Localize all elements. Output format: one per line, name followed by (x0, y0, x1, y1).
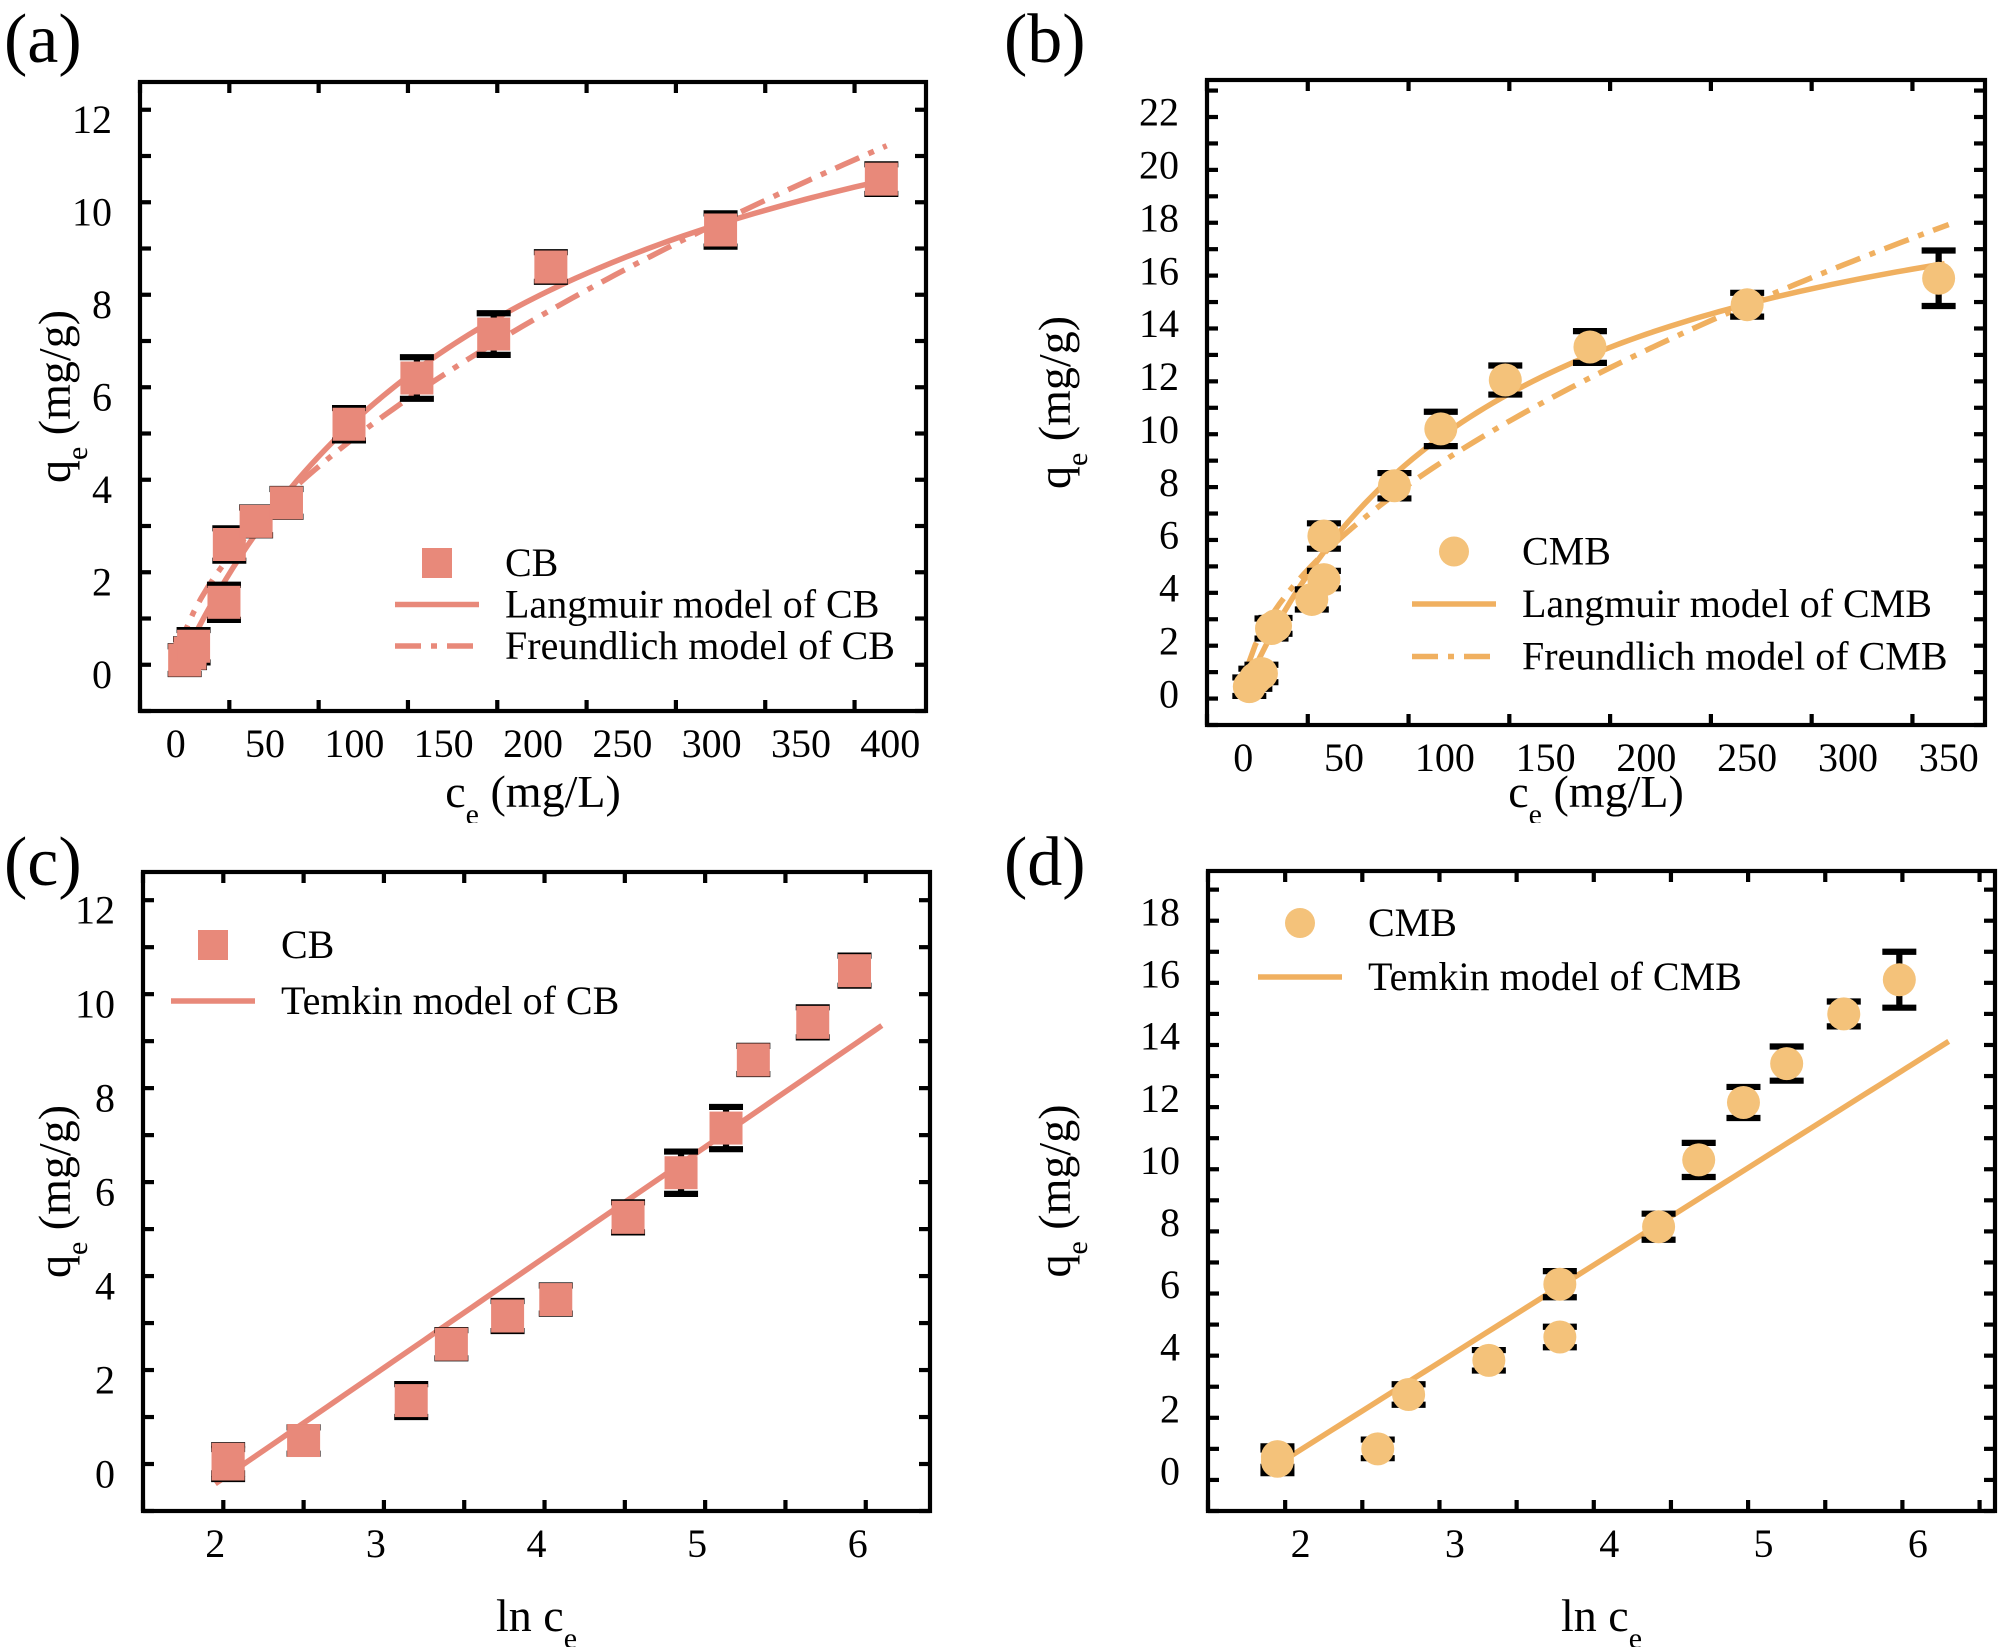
svg-text:4: 4 (527, 1521, 547, 1566)
svg-text:350: 350 (771, 721, 831, 766)
svg-text:Temkin model of CMB: Temkin model of CMB (1368, 954, 1742, 999)
svg-text:14: 14 (1140, 1014, 1180, 1059)
svg-text:150: 150 (414, 721, 474, 766)
svg-text:Freundlich model of CB: Freundlich model of CB (505, 623, 895, 668)
svg-text:Freundlich model of CMB: Freundlich model of CMB (1522, 634, 1948, 679)
svg-text:2: 2 (1159, 618, 1179, 663)
svg-text:12: 12 (1139, 354, 1179, 399)
svg-text:20: 20 (1139, 143, 1179, 188)
svg-text:CMB: CMB (1522, 529, 1611, 574)
svg-text:5: 5 (1754, 1521, 1774, 1566)
svg-text:2: 2 (1291, 1521, 1311, 1566)
svg-text:8: 8 (1159, 460, 1179, 505)
svg-text:0: 0 (92, 652, 112, 697)
svg-text:6: 6 (92, 375, 112, 420)
svg-text:14: 14 (1139, 301, 1179, 346)
svg-text:6: 6 (1908, 1521, 1928, 1566)
svg-text:10: 10 (1140, 1138, 1180, 1183)
svg-text:6: 6 (848, 1521, 868, 1566)
svg-text:2: 2 (92, 560, 112, 605)
svg-text:(d): (d) (1004, 824, 1086, 901)
svg-text:8: 8 (92, 282, 112, 327)
svg-text:350: 350 (1919, 735, 1979, 780)
svg-text:0: 0 (166, 721, 186, 766)
svg-text:3: 3 (366, 1521, 386, 1566)
svg-text:10: 10 (1139, 407, 1179, 452)
svg-text:4: 4 (1159, 566, 1179, 611)
svg-text:16: 16 (1140, 952, 1180, 997)
svg-text:CB: CB (505, 540, 558, 585)
svg-text:4: 4 (92, 467, 112, 512)
svg-text:250: 250 (592, 721, 652, 766)
svg-text:6: 6 (1160, 1262, 1180, 1307)
svg-text:3: 3 (1445, 1521, 1465, 1566)
svg-text:0: 0 (1233, 735, 1253, 780)
svg-text:6: 6 (1159, 513, 1179, 558)
svg-text:22: 22 (1139, 90, 1179, 135)
svg-text:8: 8 (1160, 1200, 1180, 1245)
svg-text:10: 10 (72, 190, 112, 235)
svg-text:2: 2 (1160, 1386, 1180, 1431)
svg-text:(b): (b) (1004, 1, 1086, 78)
svg-text:18: 18 (1140, 889, 1180, 934)
svg-text:10: 10 (75, 982, 115, 1027)
svg-text:250: 250 (1717, 735, 1777, 780)
svg-text:8: 8 (95, 1076, 115, 1121)
svg-text:18: 18 (1139, 195, 1179, 240)
svg-text:4: 4 (1160, 1324, 1180, 1369)
svg-text:16: 16 (1139, 248, 1179, 293)
svg-text:300: 300 (1818, 735, 1878, 780)
svg-text:2: 2 (95, 1357, 115, 1402)
svg-text:0: 0 (1160, 1449, 1180, 1494)
svg-text:50: 50 (1324, 735, 1364, 780)
svg-text:4: 4 (1599, 1521, 1619, 1566)
svg-text:100: 100 (1415, 735, 1475, 780)
svg-text:CB: CB (281, 922, 334, 967)
svg-text:200: 200 (503, 721, 563, 766)
svg-text:Langmuir model of CB: Langmuir model of CB (505, 582, 879, 627)
svg-text:4: 4 (95, 1263, 115, 1308)
svg-text:(c): (c) (4, 824, 82, 901)
svg-text:(a): (a) (4, 1, 82, 78)
svg-text:12: 12 (1140, 1076, 1180, 1121)
svg-text:2: 2 (205, 1521, 225, 1566)
svg-text:50: 50 (245, 721, 285, 766)
svg-text:100: 100 (324, 721, 384, 766)
svg-text:5: 5 (687, 1521, 707, 1566)
svg-text:Langmuir model of CMB: Langmuir model of CMB (1522, 581, 1932, 626)
svg-text:CMB: CMB (1368, 900, 1457, 945)
svg-text:0: 0 (1159, 671, 1179, 716)
svg-text:Temkin model of CB: Temkin model of CB (281, 978, 619, 1023)
svg-text:12: 12 (72, 97, 112, 142)
svg-text:400: 400 (860, 721, 920, 766)
svg-text:0: 0 (95, 1451, 115, 1496)
svg-text:6: 6 (95, 1170, 115, 1215)
svg-text:300: 300 (682, 721, 742, 766)
